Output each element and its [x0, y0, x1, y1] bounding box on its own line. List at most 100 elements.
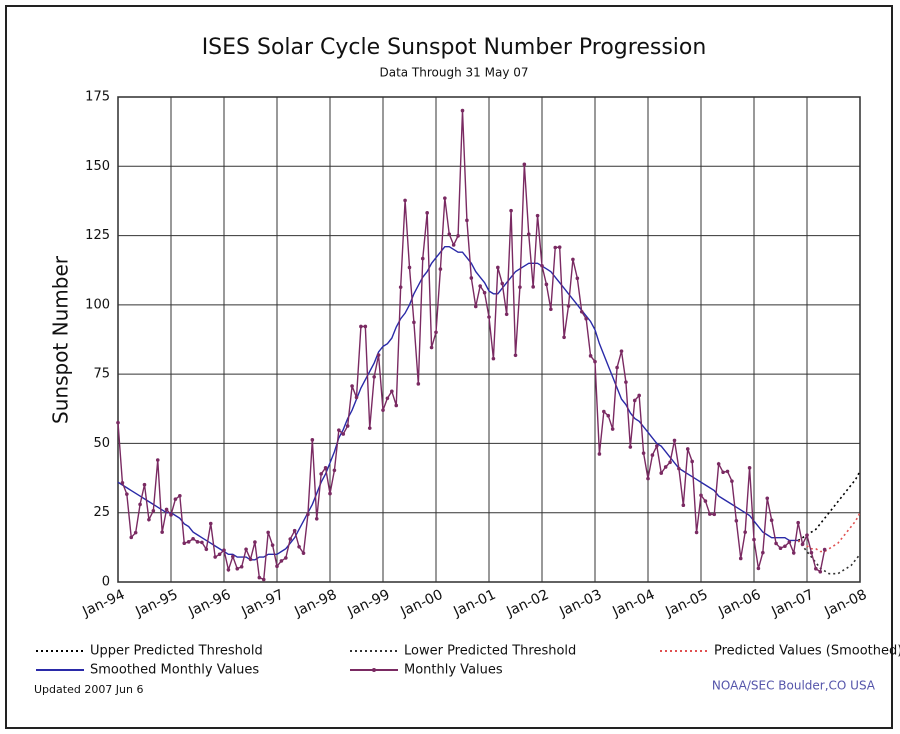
- data-point: [566, 304, 571, 308]
- data-point: [138, 502, 142, 507]
- data-point: [195, 540, 200, 544]
- data-point: [292, 528, 297, 533]
- data-point: [650, 453, 655, 457]
- data-point: [677, 466, 681, 471]
- data-point: [116, 420, 120, 425]
- data-point: [381, 408, 385, 412]
- data-point: [133, 530, 138, 535]
- data-point: [451, 243, 456, 247]
- data-point: [822, 547, 827, 552]
- data-point: [721, 470, 725, 475]
- data-point: [628, 445, 633, 449]
- data-point: [549, 307, 553, 312]
- data-point: [297, 545, 301, 549]
- data-point: [147, 517, 151, 522]
- y-axis-label: Sunspot Number: [49, 255, 73, 424]
- data-point: [359, 324, 363, 329]
- data-point: [513, 353, 518, 358]
- data-point: [332, 468, 337, 473]
- data-point: [619, 349, 624, 353]
- data-point: [129, 535, 134, 540]
- data-point: [456, 234, 460, 238]
- data-point: [261, 577, 266, 582]
- data-point: [288, 537, 293, 541]
- chart-title: ISES Solar Cycle Sunspot Number Progress…: [202, 35, 707, 60]
- data-point: [646, 476, 650, 481]
- data-point: [323, 466, 328, 470]
- data-point: [275, 564, 279, 569]
- legend-marker: [372, 668, 376, 672]
- data-point: [478, 284, 482, 288]
- legend-label: Monthly Values: [404, 663, 503, 678]
- data-point: [178, 494, 182, 498]
- data-point: [425, 211, 429, 215]
- data-point: [805, 533, 809, 537]
- data-point: [632, 398, 637, 403]
- legend-label: Lower Predicted Threshold: [404, 644, 576, 659]
- data-point: [390, 389, 394, 394]
- data-point: [487, 315, 491, 319]
- series-line: [117, 245, 799, 561]
- data-point: [169, 513, 173, 517]
- data-point: [791, 551, 796, 555]
- data-point: [703, 499, 708, 503]
- data-point: [747, 466, 752, 470]
- y-tick-label: 175: [85, 90, 110, 105]
- data-point: [624, 380, 628, 384]
- data-point: [588, 354, 593, 358]
- legend-label: Smoothed Monthly Values: [90, 663, 259, 678]
- data-point: [571, 257, 575, 262]
- data-point: [443, 196, 447, 200]
- data-point: [460, 108, 465, 113]
- data-point: [142, 482, 147, 487]
- data-point: [385, 396, 390, 401]
- data-point: [593, 359, 597, 364]
- data-point: [637, 393, 641, 398]
- data-point: [685, 447, 690, 451]
- data-point: [734, 518, 739, 523]
- data-point: [738, 556, 743, 561]
- y-tick-label: 125: [85, 228, 110, 243]
- data-point: [328, 491, 332, 496]
- data-point: [473, 304, 478, 309]
- update-note: Updated 2007 Jun 6: [34, 683, 144, 696]
- data-point: [284, 556, 288, 560]
- data-point: [208, 521, 213, 526]
- data-point: [504, 312, 509, 317]
- data-point: [712, 512, 717, 517]
- data-point: [531, 285, 535, 289]
- data-point: [809, 550, 814, 555]
- data-point: [690, 459, 694, 464]
- data-point: [500, 281, 505, 286]
- data-point: [164, 507, 169, 512]
- data-point: [191, 536, 195, 541]
- y-tick-label: 25: [93, 505, 110, 520]
- data-point: [752, 537, 756, 542]
- data-point: [186, 540, 191, 544]
- data-point: [778, 546, 783, 550]
- data-point: [376, 353, 381, 357]
- data-point: [226, 568, 231, 572]
- data-point: [606, 413, 611, 418]
- data-point: [610, 427, 615, 431]
- data-point: [579, 309, 584, 314]
- y-tick-label: 150: [85, 159, 110, 174]
- data-point: [557, 245, 562, 250]
- y-tick-label: 0: [102, 575, 110, 590]
- data-point: [363, 324, 368, 329]
- data-point: [257, 575, 262, 580]
- data-point: [465, 218, 469, 223]
- data-point: [350, 384, 354, 388]
- data-point: [412, 320, 416, 325]
- data-point: [672, 438, 677, 443]
- data-point: [716, 462, 721, 466]
- y-tick-label: 50: [93, 436, 110, 451]
- data-point: [151, 508, 156, 513]
- data-point: [522, 162, 527, 167]
- data-point: [394, 403, 399, 408]
- data-point: [575, 276, 580, 281]
- data-point: [403, 198, 407, 203]
- data-point: [266, 530, 270, 535]
- data-point: [491, 356, 496, 361]
- data-point: [496, 265, 500, 270]
